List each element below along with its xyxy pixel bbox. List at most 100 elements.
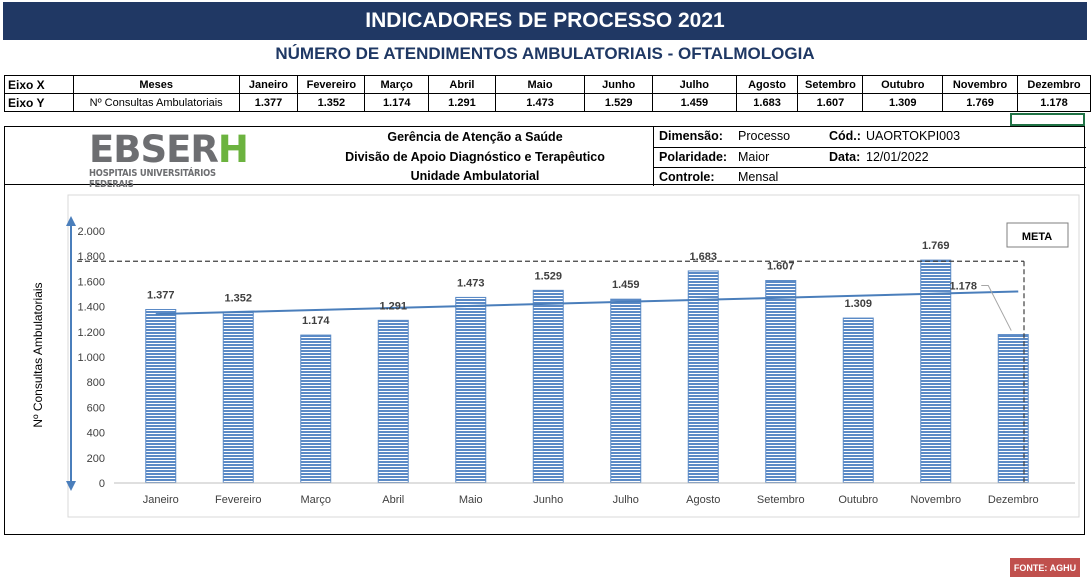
data-label: 1.291 <box>379 300 407 312</box>
value-cell: 1.309 <box>862 93 944 112</box>
axis-x-row: Eixo X Meses Janeiro Fevereiro Março Abr… <box>4 75 1091 94</box>
month-header: Junho <box>584 75 654 94</box>
logo-word-accent: H <box>217 128 249 171</box>
controle-label: Controle: <box>659 170 715 184</box>
trend-line <box>155 290 1019 316</box>
data-value: 12/01/2022 <box>866 149 929 164</box>
x-tick-label: Julho <box>613 494 639 506</box>
data-label: 1.309 <box>844 298 872 310</box>
y-tick-label: 0 <box>99 478 105 490</box>
x-tick-label: Outubro <box>838 494 878 506</box>
x-tick-label: Abril <box>382 494 404 506</box>
value-cell: 1.174 <box>364 93 430 112</box>
x-tick-label: Novembro <box>910 494 961 506</box>
chart-frame: 0 200 400 600 800 1.000 1.200 1.400 1.600 1.800 2.… <box>4 185 1085 535</box>
value-cell: 1.459 <box>652 93 737 112</box>
y-tick-label: 600 <box>87 402 105 414</box>
month-header: Maio <box>494 75 586 94</box>
metadata-row: Polaridade: Maior Data: 12/01/2022 <box>654 148 1086 168</box>
value-cell: 1.377 <box>238 93 299 112</box>
organization-block: Gerência de Atenção a Saúde Divisão de A… <box>295 127 655 187</box>
month-header: Abril <box>428 75 496 94</box>
data-label: 1.473 <box>457 277 485 289</box>
report-title: INDICADORES DE PROCESSO 2021 <box>3 2 1087 40</box>
bar <box>300 334 332 484</box>
x-tick-label: Junho <box>533 494 563 506</box>
x-tick-label: Fevereiro <box>215 494 261 506</box>
bar <box>997 334 1029 484</box>
selected-cell-highlight[interactable] <box>1010 113 1085 126</box>
month-header: Julho <box>652 75 737 94</box>
org-line-3: Unidade Ambulatorial <box>410 169 540 183</box>
axis-y-name: Nº Consultas Ambulatoriais <box>72 93 240 112</box>
dimensao-label: Dimensão: <box>659 129 723 143</box>
y-tick-label: 2.000 <box>77 226 105 238</box>
value-cell: 1.529 <box>584 93 654 112</box>
meta-label: META <box>1022 231 1052 243</box>
data-label: 1.459 <box>612 279 640 291</box>
indicator-metadata: Dimensão: Processo Cód.: UAORTOKPI003 Po… <box>653 127 1086 186</box>
polaridade-label: Polaridade: <box>659 149 728 164</box>
value-cell: 1.769 <box>942 93 1018 112</box>
dimensao-value: Processo <box>738 129 791 143</box>
polaridade-value: Maior <box>738 149 770 164</box>
y-tick-label: 1.200 <box>77 327 105 339</box>
x-tick-label: Setembro <box>757 494 805 506</box>
bar <box>377 319 409 484</box>
axes-table: Eixo X Meses Janeiro Fevereiro Março Abr… <box>4 75 1091 112</box>
report-subtitle: NÚMERO DE ATENDIMENTOS AMBULATORIAIS - O… <box>275 44 815 63</box>
x-tick-label: Março <box>300 494 331 506</box>
source-badge: FONTE: AGHU <box>1010 558 1080 577</box>
value-cell: 1.607 <box>797 93 864 112</box>
cod-value: UAORTOKPI003 <box>866 129 961 143</box>
bar <box>765 280 797 484</box>
y-tick-label: 200 <box>87 453 105 465</box>
bar <box>532 289 564 484</box>
month-header: Novembro <box>942 75 1018 94</box>
y-tick-label: 1.400 <box>77 302 105 314</box>
month-header: Dezembro <box>1017 75 1091 94</box>
y-axis-arrow-down <box>66 481 76 491</box>
data-label: 1.607 <box>767 261 795 273</box>
month-header: Outubro <box>862 75 944 94</box>
plot-area <box>67 194 1080 518</box>
y-axis-title: Nº Consultas Ambulatoriais <box>31 282 45 427</box>
x-tick-label: Janeiro <box>143 494 179 506</box>
bar <box>687 270 719 484</box>
info-box: EBSERH HOSPITAIS UNIVERSITÁRIOS FEDERAIS… <box>4 126 1086 190</box>
x-tick-label: Agosto <box>686 494 720 506</box>
value-cell: 1.352 <box>297 93 366 112</box>
month-header: Setembro <box>797 75 864 94</box>
data-label: 1.529 <box>534 270 562 282</box>
data-label: 1.352 <box>224 293 252 305</box>
value-cell: 1.473 <box>494 93 586 112</box>
data-label-leader <box>981 284 1012 331</box>
bar <box>842 317 874 484</box>
value-cell: 1.683 <box>735 93 799 112</box>
data-label: 1.174 <box>302 315 330 327</box>
axis-y-label: Eixo Y <box>4 93 74 112</box>
y-tick-label: 1.600 <box>77 276 105 288</box>
month-header: Fevereiro <box>297 75 366 94</box>
org-line-2: Divisão de Apoio Diagnóstico e Terapêuti… <box>345 149 605 164</box>
data-label: 1.769 <box>922 240 950 252</box>
y-axis-arrow-up <box>66 216 76 226</box>
bar <box>920 259 952 484</box>
bar <box>610 298 642 484</box>
controle-value: Mensal <box>738 170 779 184</box>
value-cell: 1.291 <box>428 93 496 112</box>
y-tick-label: 400 <box>87 428 105 440</box>
axis-y-row: Eixo Y Nº Consultas Ambulatoriais 1.377 … <box>4 93 1091 112</box>
data-label: 1.683 <box>689 251 717 263</box>
value-cell: 1.178 <box>1017 93 1091 112</box>
data-label: 1.377 <box>147 289 175 301</box>
data-label: 1.178 <box>949 280 977 292</box>
x-tick-label: Dezembro <box>988 494 1039 506</box>
month-header: Janeiro <box>238 75 299 94</box>
axis-x-label: Eixo X <box>4 75 74 94</box>
axis-x-name: Meses <box>72 75 240 94</box>
logo-wordmark: EBSERH <box>89 131 249 169</box>
cod-label: Cód.: <box>829 129 861 143</box>
y-tick-label: 1.800 <box>77 251 105 263</box>
org-line-1: Gerência de Atenção a Saúde <box>387 130 563 144</box>
